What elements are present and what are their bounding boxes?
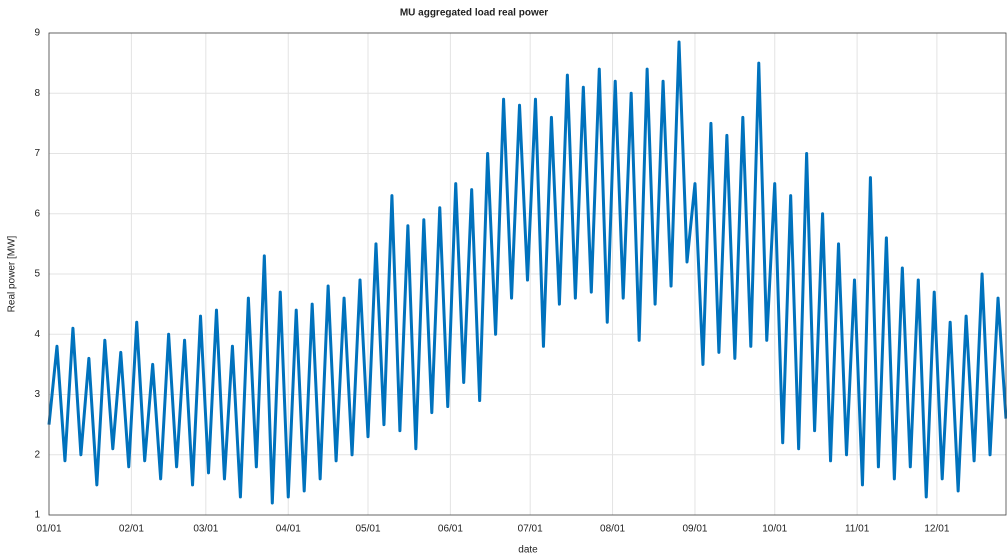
x-tick-label: 06/01 xyxy=(438,524,463,535)
data-line xyxy=(47,40,1007,505)
y-tick-label: 4 xyxy=(34,329,40,340)
x-tick-label: 09/01 xyxy=(682,524,707,535)
x-axis-label: date xyxy=(518,545,538,556)
x-tick-label: 07/01 xyxy=(518,524,543,535)
chart-title: MU aggregated load real power xyxy=(400,8,548,19)
x-tick-label: 08/01 xyxy=(600,524,625,535)
y-tick-label: 8 xyxy=(34,88,40,99)
y-tick-label: 3 xyxy=(34,389,40,400)
y-tick-label: 6 xyxy=(34,208,40,219)
plot-frame xyxy=(48,32,1007,516)
x-tick-label: 10/01 xyxy=(762,524,787,535)
x-tick-label: 05/01 xyxy=(355,524,380,535)
y-axis-label: Real power [MW] xyxy=(7,235,18,312)
y-tick-label: 2 xyxy=(34,449,40,460)
x-tick-label: 01/01 xyxy=(36,524,61,535)
x-tick-label: 11/01 xyxy=(845,524,870,535)
y-tick-label: 7 xyxy=(34,148,40,159)
y-tick-label: 5 xyxy=(34,269,40,280)
x-tick-label: 12/01 xyxy=(924,524,949,535)
y-tick-label: 9 xyxy=(34,28,40,39)
x-tick-label: 02/01 xyxy=(119,524,144,535)
x-tick-label: 04/01 xyxy=(276,524,301,535)
y-tick-label: 1 xyxy=(34,510,40,521)
x-tick-label: 03/01 xyxy=(193,524,218,535)
